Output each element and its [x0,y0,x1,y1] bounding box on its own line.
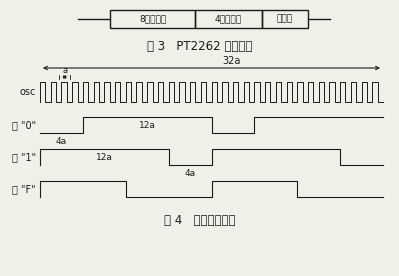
Text: 12a: 12a [139,121,156,129]
Text: a: a [62,66,67,75]
Text: 4a: 4a [56,137,67,145]
Text: 位 "F": 位 "F" [12,184,36,194]
Text: 8位地址码: 8位地址码 [139,15,166,23]
Text: 4位数据码: 4位数据码 [215,15,242,23]
Text: 32a: 32a [222,56,241,66]
Text: 4a: 4a [184,169,196,177]
Text: 图 4   数据编码时序: 图 4 数据编码时序 [164,214,236,227]
Text: osc: osc [20,87,36,97]
Text: 位 "0": 位 "0" [12,120,36,130]
Text: 12a: 12a [96,153,113,161]
Text: 图 3   PT2262 编码信号: 图 3 PT2262 编码信号 [147,41,253,54]
Bar [262,10,308,28]
Text: 位 "1": 位 "1" [12,152,36,162]
Text: 同步码: 同步码 [277,15,293,23]
Bar [195,10,262,28]
Bar [110,10,195,28]
